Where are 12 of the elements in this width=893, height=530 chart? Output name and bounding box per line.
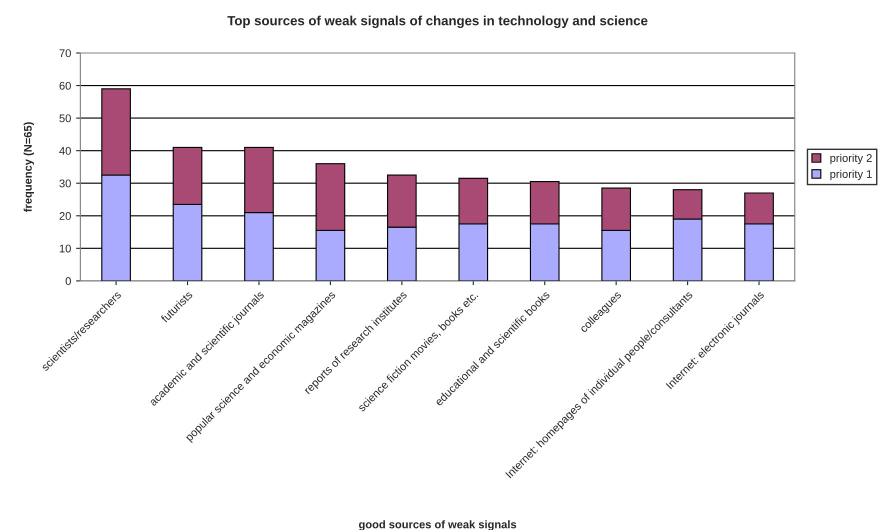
y-tick-label: 20 xyxy=(60,212,71,220)
legend-label: priority 2 xyxy=(830,154,872,164)
y-tick-label: 50 xyxy=(59,114,71,122)
y-tick-label: 0 xyxy=(66,277,71,286)
y-tick-label: 40 xyxy=(59,146,71,155)
y-tick-label: 30 xyxy=(59,179,71,188)
y-tick-label: 60 xyxy=(60,82,71,90)
chart-title: Top sources of weak signals of changes in technology and science xyxy=(227,16,648,28)
y-tick-label: 10 xyxy=(60,244,71,252)
legend-label: priority 1 xyxy=(830,170,872,180)
y-tick-label: 70 xyxy=(60,49,71,58)
y-axis-title: frequency (N=65) xyxy=(24,122,34,212)
